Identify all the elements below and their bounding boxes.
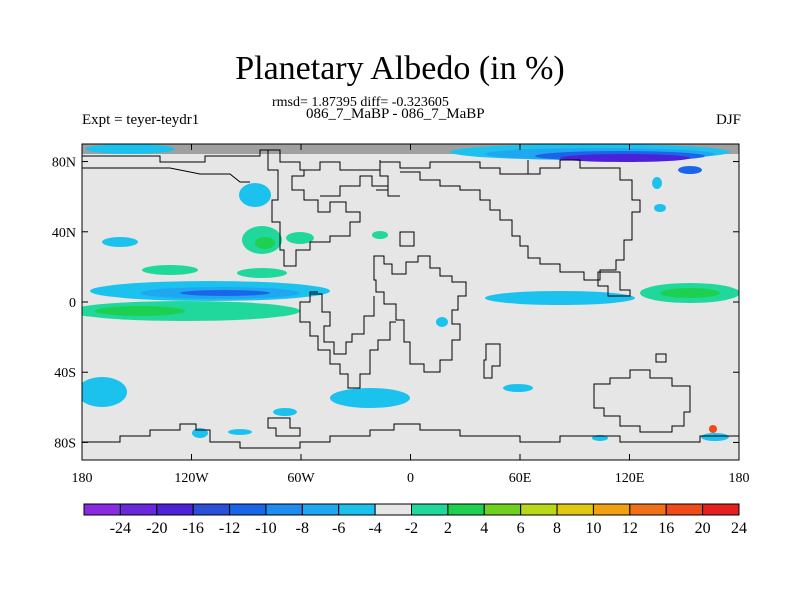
anomaly-blob <box>503 384 533 392</box>
colorbar-label: 6 <box>517 520 525 537</box>
anomaly-blob <box>82 301 300 321</box>
colorbar-label: -20 <box>146 520 167 537</box>
anomaly-blob <box>652 177 662 189</box>
colorbar-label: -24 <box>110 520 131 537</box>
y-tick-label: 0 <box>69 296 76 311</box>
y-tick-label: 80N <box>52 156 76 171</box>
x-tick-label: 180 <box>729 471 750 486</box>
colorbar: -24 -20 -16 -12 -10 -8 -6 -4 -2 2 4 6 8 10 12 16 20 24 <box>83 503 747 537</box>
anomaly-blob <box>228 429 252 435</box>
experiment-label: Expt = teyer-teydr1 <box>82 112 200 128</box>
y-tick-label: 40N <box>52 226 76 241</box>
anomaly-blob <box>436 317 448 327</box>
colorbar-label: 8 <box>553 520 561 537</box>
map-plot-area <box>82 144 739 460</box>
anomaly-blob <box>560 154 690 162</box>
colorbar-label: 4 <box>480 520 488 537</box>
anomaly-blob <box>239 183 271 207</box>
colorbar-swatch <box>301 503 340 516</box>
anomaly-blob <box>85 144 175 154</box>
colorbar-swatch <box>374 503 413 516</box>
colorbar-swatch <box>192 503 231 516</box>
colorbar-label: -12 <box>219 520 240 537</box>
colorbar-label: -4 <box>368 520 381 537</box>
anomaly-blob <box>286 232 314 244</box>
y-tick-label: 40S <box>54 366 76 381</box>
x-tick-label: 120W <box>174 471 209 486</box>
colorbar-swatch <box>83 503 121 516</box>
colorbar-swatch <box>629 503 667 516</box>
colorbar-swatch <box>229 503 267 516</box>
anomaly-blob <box>660 288 720 298</box>
colorbar-label: -10 <box>255 520 276 537</box>
x-tick-label: 60W <box>287 471 315 486</box>
colorbar-label: -8 <box>296 520 309 537</box>
anomaly-blob <box>237 268 287 278</box>
x-tick-label: 180 <box>72 471 93 486</box>
anomaly-fields <box>82 144 739 441</box>
x-tick-label: 120E <box>615 471 645 486</box>
colorbar-swatch <box>520 503 558 516</box>
anomaly-blob <box>82 377 127 407</box>
colorbar-swatch <box>338 503 376 516</box>
anomaly-blob <box>142 265 198 275</box>
anomaly-blob <box>485 291 635 305</box>
anomaly-blob <box>180 290 270 296</box>
y-axis-ticks: 80N 40N 0 40S 80S <box>52 156 739 451</box>
anomaly-blob <box>372 231 388 239</box>
experiment-names: 086_7_MaBP - 086_7_MaBP <box>306 106 485 122</box>
colorbar-swatch <box>265 503 303 516</box>
anomaly-blob <box>701 433 729 441</box>
anomaly-blob <box>330 388 410 408</box>
colorbar-swatch <box>556 503 594 516</box>
colorbar-swatch <box>447 503 485 516</box>
anomaly-blob <box>255 237 275 249</box>
x-tick-label: 0 <box>407 471 414 486</box>
anomaly-blob <box>95 306 185 316</box>
colorbar-swatch <box>592 503 631 516</box>
colorbar-label: 24 <box>731 520 747 537</box>
colorbar-swatch <box>119 503 158 516</box>
plot-title: Planetary Albedo (in %) <box>235 50 565 87</box>
colorbar-label: -6 <box>332 520 345 537</box>
colorbar-label: 2 <box>444 520 452 537</box>
colorbar-label: 16 <box>658 520 674 537</box>
colorbar-label: -16 <box>183 520 204 537</box>
colorbar-swatch <box>702 503 740 516</box>
y-tick-label: 80S <box>54 436 76 451</box>
anomaly-blob <box>654 204 666 212</box>
colorbar-label: -2 <box>405 520 418 537</box>
colorbar-swatch <box>411 503 449 516</box>
season-label: DJF <box>715 112 741 128</box>
x-tick-label: 60E <box>509 471 532 486</box>
x-axis-ticks: 180 120W 60W 0 60E 120E 180 <box>72 144 750 486</box>
colorbar-swatch <box>483 503 522 516</box>
rmsd-diff-stats: rmsd= 1.87395 diff= -0.323605 <box>272 95 449 110</box>
colorbar-swatch <box>665 503 704 516</box>
anomaly-blob <box>102 237 138 247</box>
anomaly-blob <box>678 166 702 174</box>
coastlines <box>82 149 739 449</box>
colorbar-label: 10 <box>585 520 601 537</box>
colorbar-label: 12 <box>622 520 638 537</box>
anomaly-blob <box>709 425 717 433</box>
colorbar-label: 20 <box>695 520 711 537</box>
anomaly-blob <box>273 408 297 416</box>
colorbar-swatch <box>156 503 194 516</box>
